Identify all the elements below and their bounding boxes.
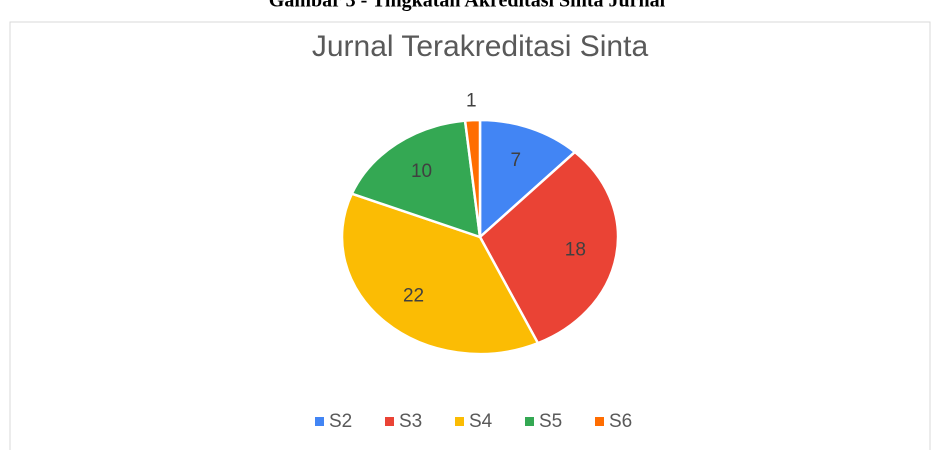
pie-slice: [340, 192, 540, 356]
chart-title: Jurnal Terakreditasi Sinta: [312, 30, 649, 63]
data-label: 10: [411, 161, 432, 182]
legend-label: S3: [399, 411, 422, 432]
data-label: 7: [510, 150, 521, 171]
legend-swatch: [525, 417, 534, 426]
legend-swatch: [385, 417, 394, 426]
pie-slice: [463, 118, 482, 238]
pie-slice: [478, 150, 620, 345]
legend-label: S5: [539, 411, 562, 432]
legend-label: S2: [329, 411, 352, 432]
legend-swatch: [455, 417, 464, 426]
legend-swatch: [595, 417, 604, 426]
caption: Gambar 3 - Tingkatan Akreditasi Sinta Ju…: [269, 0, 666, 12]
pie-slice: [478, 118, 577, 240]
pie-slice: [350, 119, 482, 239]
data-label: 18: [565, 239, 586, 260]
legend-label: S4: [469, 411, 493, 432]
legend-swatch: [315, 417, 324, 426]
data-label: 22: [403, 285, 424, 306]
chart-frame: [9, 21, 931, 450]
data-label: 1: [466, 90, 477, 111]
legend-label: S6: [609, 411, 632, 432]
